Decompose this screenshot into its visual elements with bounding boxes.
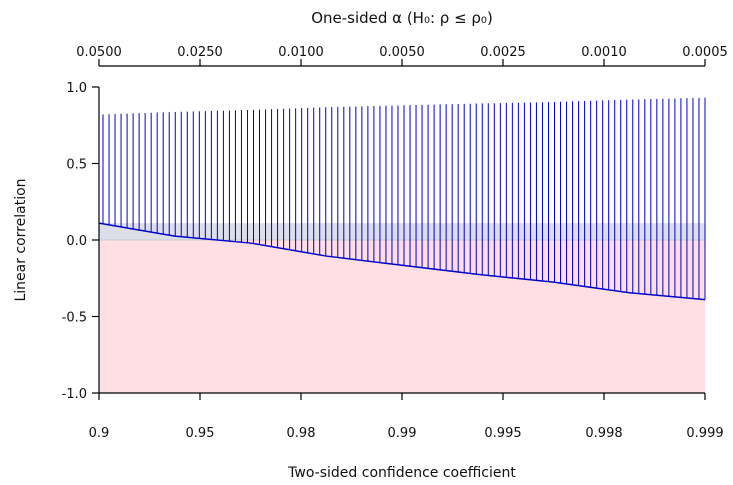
top-tick-label: 0.0025 bbox=[480, 45, 526, 60]
x-tick-label: 0.98 bbox=[287, 426, 316, 441]
x-axis-label: Two-sided confidence coefficient bbox=[287, 465, 516, 481]
y-tick-label: 1.0 bbox=[66, 81, 87, 96]
top-ticks: 0.0500 0.0250 0.0100 0.0050 0.0025 0.0010 0.00… bbox=[76, 45, 728, 66]
x-tick-label: 0.999 bbox=[686, 426, 723, 441]
x-ticks: 0.9 0.95 0.98 0.99 0.995 0.998 0.999 bbox=[89, 393, 724, 441]
top-tick-label: 0.0100 bbox=[278, 45, 324, 60]
y-tick-label: -1.0 bbox=[62, 387, 87, 402]
x-tick-label: 0.99 bbox=[388, 426, 417, 441]
lower-bound-line bbox=[98, 222, 706, 301]
y-tick-label: -0.5 bbox=[62, 311, 87, 326]
top-tick-label: 0.0010 bbox=[581, 45, 627, 60]
top-tick-label: 0.0250 bbox=[177, 45, 223, 60]
positive-band bbox=[99, 223, 705, 240]
interval-lines bbox=[102, 97, 706, 300]
x-tick-label: 0.95 bbox=[186, 426, 215, 441]
x-tick-label: 0.9 bbox=[89, 426, 110, 441]
y-ticks: 1.0 0.5 0.0 -0.5 -1.0 bbox=[62, 81, 99, 402]
top-tick-label: 0.0050 bbox=[379, 45, 425, 60]
top-axis-title: One-sided α (H₀: ρ ≤ ρ₀) bbox=[311, 9, 493, 27]
upper-bound-line bbox=[99, 98, 705, 115]
x-tick-label: 0.998 bbox=[585, 426, 622, 441]
y-axis-label: Linear correlation bbox=[13, 178, 29, 301]
x-tick-label: 0.995 bbox=[484, 426, 521, 441]
negative-region bbox=[99, 240, 705, 393]
y-tick-label: 0.5 bbox=[66, 158, 87, 173]
y-tick-label: 0.0 bbox=[66, 234, 87, 249]
top-tick-label: 0.0005 bbox=[682, 45, 728, 60]
top-tick-label: 0.0500 bbox=[76, 45, 122, 60]
